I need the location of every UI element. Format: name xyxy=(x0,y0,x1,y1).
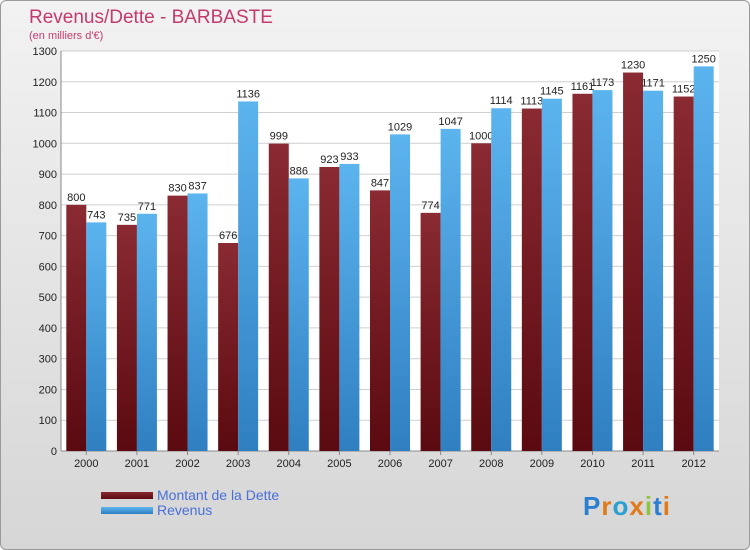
bar-dette xyxy=(218,243,239,451)
bar-revenus xyxy=(592,90,613,452)
chart-title: Revenus/Dette - BARBASTE xyxy=(29,7,273,28)
x-tick-label: 2008 xyxy=(479,458,503,470)
bar-dette xyxy=(167,195,188,451)
bar-revenus xyxy=(643,90,664,451)
y-tick-label: 0 xyxy=(51,446,57,458)
bar-dette xyxy=(572,93,593,452)
legend-swatch-dette xyxy=(101,492,153,499)
proxiti-logo: Proxiti xyxy=(583,491,671,522)
x-tick-label: 2006 xyxy=(378,458,402,470)
x-tick-label: 2003 xyxy=(226,458,250,470)
data-label-revenus: 1173 xyxy=(591,77,615,89)
bar-dette xyxy=(673,96,694,452)
data-label-dette: 1161 xyxy=(571,81,595,93)
y-tick-label: 100 xyxy=(39,415,57,427)
x-tick-label: 2000 xyxy=(74,458,98,470)
x-tick-label: 2010 xyxy=(580,458,604,470)
bar-dette xyxy=(66,204,87,451)
x-tick-label: 2002 xyxy=(175,458,199,470)
x-tick-label: 2005 xyxy=(327,458,351,470)
bar-revenus xyxy=(693,66,714,451)
bar-revenus xyxy=(86,222,107,451)
bar-dette xyxy=(420,212,441,451)
legend-label-dette: Montant de la Dette xyxy=(157,487,280,503)
y-tick-label: 1300 xyxy=(33,46,57,58)
x-tick-label: 2004 xyxy=(277,458,301,470)
data-label-dette: 999 xyxy=(270,131,288,143)
data-label-dette: 676 xyxy=(219,230,237,242)
data-label-dette: 1152 xyxy=(672,84,696,96)
x-tick-label: 2001 xyxy=(125,458,149,470)
y-tick-label: 600 xyxy=(39,261,57,273)
bar-revenus xyxy=(541,98,562,451)
data-label-dette: 800 xyxy=(67,192,85,204)
data-label-revenus: 1145 xyxy=(540,86,564,98)
data-label-dette: 847 xyxy=(371,177,389,189)
data-label-dette: 1230 xyxy=(621,60,645,72)
y-tick-label: 1200 xyxy=(33,77,57,89)
x-tick-label: 2009 xyxy=(530,458,554,470)
bar-revenus xyxy=(339,163,360,451)
y-tick-label: 400 xyxy=(39,323,57,335)
bar-dette xyxy=(319,167,340,451)
bar-dette xyxy=(116,224,137,451)
data-label-revenus: 1136 xyxy=(236,88,260,100)
y-tick-label: 1100 xyxy=(33,108,57,120)
data-label-revenus: 1171 xyxy=(641,78,665,90)
logo-letter: r xyxy=(601,491,613,521)
x-tick-label: 2007 xyxy=(428,458,452,470)
bar-revenus xyxy=(491,108,512,451)
bar-revenus xyxy=(390,134,410,451)
x-tick-label: 2012 xyxy=(681,458,705,470)
logo-letter: i xyxy=(644,491,654,521)
y-tick-label: 200 xyxy=(39,384,57,396)
data-label-dette: 923 xyxy=(320,154,338,166)
legend-swatch-revenus xyxy=(101,507,153,514)
bar-revenus xyxy=(440,128,461,451)
data-label-revenus: 933 xyxy=(340,151,358,163)
chart-subtitle: (en milliers d'€) xyxy=(29,30,104,42)
bar-dette xyxy=(471,143,492,452)
data-label-revenus: 1047 xyxy=(438,116,462,128)
x-tick-label: 2011 xyxy=(631,458,655,470)
legend-label-revenus: Revenus xyxy=(157,502,213,518)
data-label-dette: 830 xyxy=(168,183,186,195)
y-tick-label: 500 xyxy=(39,292,57,304)
logo-letter: P xyxy=(583,491,602,521)
logo-letter: i xyxy=(662,491,671,521)
bar-dette xyxy=(623,72,644,452)
data-label-dette: 1000 xyxy=(469,130,493,142)
y-tick-label: 1000 xyxy=(33,138,57,150)
bar-dette xyxy=(268,143,289,451)
data-label-revenus: 886 xyxy=(290,165,308,177)
bar-dette xyxy=(521,108,542,452)
y-tick-label: 800 xyxy=(39,200,57,212)
logo-letter: t xyxy=(653,491,663,521)
y-tick-label: 300 xyxy=(39,354,57,366)
data-label-revenus: 771 xyxy=(138,201,156,213)
bar-revenus xyxy=(288,178,309,451)
y-tick-label: 700 xyxy=(39,231,57,243)
data-label-dette: 774 xyxy=(421,200,439,212)
data-label-revenus: 1114 xyxy=(490,95,513,107)
bar-revenus xyxy=(187,193,208,451)
bar-revenus xyxy=(136,213,157,451)
bar-dette xyxy=(370,190,390,451)
data-label-revenus: 1250 xyxy=(691,53,715,65)
logo-letter: o xyxy=(612,491,630,521)
data-label-dette: 735 xyxy=(118,212,136,224)
data-label-revenus: 1029 xyxy=(388,121,412,133)
data-label-revenus: 837 xyxy=(188,180,206,192)
bar-revenus xyxy=(238,101,259,451)
logo-letter: x xyxy=(629,491,645,521)
y-tick-label: 900 xyxy=(39,169,57,181)
data-label-dette: 1113 xyxy=(520,96,543,108)
data-label-revenus: 743 xyxy=(87,209,105,221)
